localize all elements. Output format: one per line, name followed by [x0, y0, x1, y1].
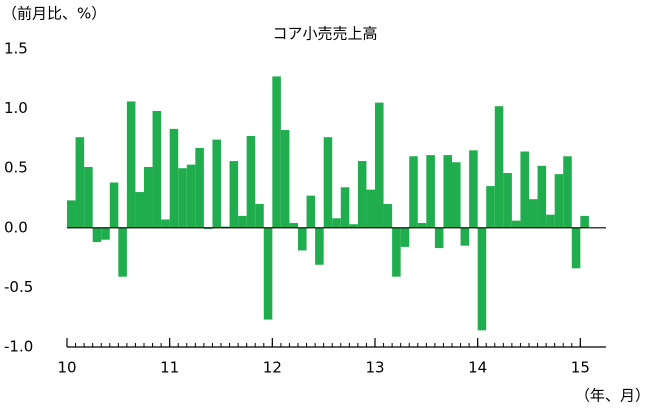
bar	[178, 168, 187, 228]
bar	[135, 192, 144, 228]
bar	[520, 151, 529, 228]
bar	[280, 130, 290, 228]
bar	[392, 227, 401, 277]
x-tick-label: 15	[571, 359, 590, 377]
x-tick-label: 12	[263, 359, 282, 377]
bar	[272, 76, 281, 228]
y-tick-label: 1.0	[4, 99, 28, 117]
bar	[383, 203, 393, 228]
bar	[289, 223, 298, 228]
bar	[443, 155, 452, 228]
bar	[238, 215, 247, 228]
bar	[67, 200, 76, 228]
bar	[375, 102, 384, 228]
bar	[118, 227, 127, 277]
bar	[503, 172, 512, 228]
bar	[426, 155, 435, 228]
bar	[332, 218, 341, 228]
bar	[571, 227, 581, 269]
bar	[315, 227, 324, 265]
bar	[126, 101, 136, 228]
bar	[340, 187, 350, 228]
bar	[84, 167, 93, 228]
bar	[400, 227, 410, 247]
bar	[169, 128, 179, 228]
bar	[366, 189, 375, 228]
bar	[323, 137, 333, 228]
bar	[195, 147, 204, 228]
bar	[477, 227, 487, 331]
bar	[554, 174, 564, 228]
bar	[537, 165, 547, 228]
bar	[263, 227, 273, 320]
x-tick-label: 13	[365, 359, 384, 377]
bar	[255, 203, 264, 228]
bar	[306, 195, 316, 228]
bar	[212, 139, 221, 228]
bar	[434, 227, 444, 249]
y-tick-label: 1.5	[4, 40, 28, 58]
bar	[186, 164, 196, 228]
bar	[109, 182, 119, 228]
bar	[580, 215, 589, 228]
y-tick-label: -0.5	[4, 278, 33, 296]
y-tick-label: 0.0	[4, 218, 28, 236]
x-axis-label: （年、月）	[575, 387, 650, 405]
bar	[511, 220, 521, 228]
bar	[92, 227, 102, 243]
x-tick-label: 14	[468, 359, 487, 377]
y-tick-label: -1.0	[4, 338, 33, 356]
bar	[546, 214, 555, 228]
y-tick-label: 0.5	[4, 159, 28, 177]
bar	[417, 223, 427, 228]
bar	[229, 161, 239, 228]
y-axis-label: （前月比、%）	[2, 5, 106, 23]
bar	[298, 227, 307, 251]
bar	[152, 110, 162, 228]
bar	[357, 161, 367, 228]
bar	[101, 227, 110, 240]
bar	[349, 224, 358, 228]
bar	[469, 150, 478, 228]
bar	[486, 186, 495, 228]
bar	[452, 162, 461, 228]
bar	[494, 106, 504, 228]
bar	[563, 156, 572, 228]
x-tick-label: 10	[57, 359, 76, 377]
bar	[75, 137, 85, 228]
bar	[246, 136, 256, 228]
x-tick-label: 11	[160, 359, 179, 377]
bar	[161, 219, 170, 228]
chart-title: コア小売売上高	[272, 25, 377, 43]
bar	[529, 199, 538, 228]
bar	[409, 156, 418, 228]
bar	[460, 227, 470, 246]
bar	[144, 167, 153, 228]
